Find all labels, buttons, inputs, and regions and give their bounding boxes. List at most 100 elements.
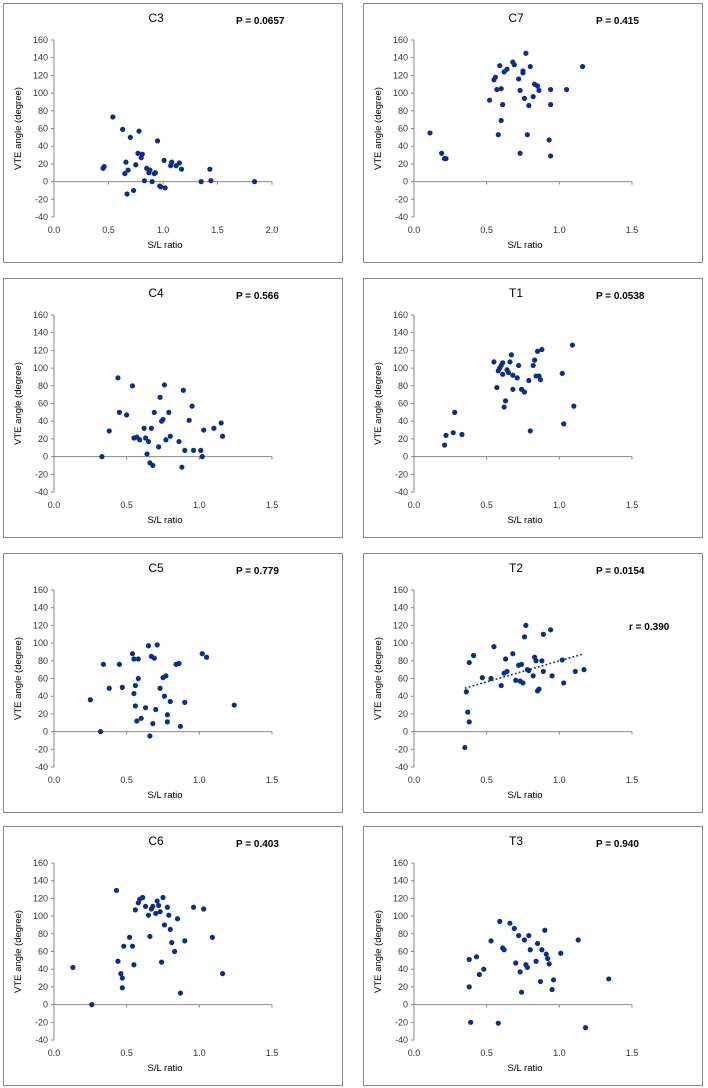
y-tick-label: 160 [393,35,408,45]
data-point [497,63,503,69]
x-tick-label: 0.0 [48,1048,61,1058]
y-tick-label: 40 [38,691,48,701]
data-point [148,425,154,431]
x-tick-label: 1.5 [266,1048,279,1058]
y-tick-label: 140 [393,328,408,338]
x-tick-label: 1.0 [553,225,566,235]
data-point [523,622,529,628]
data-point [149,179,155,185]
data-point [231,702,237,708]
data-point [164,904,170,910]
scatter-plot: C7 P = 0.415 -40 -20 0 20 40 60 80 100 120 140 160 0.… [373,11,639,251]
y-tick-label: 60 [38,674,48,684]
data-point [491,644,497,650]
y-tick-label: 80 [398,106,408,116]
data-point [517,150,523,156]
data-point [521,389,528,395]
data-point [174,916,181,922]
data-point [526,932,532,939]
data-point [136,128,142,134]
data-point [115,375,121,381]
data-point [201,906,207,912]
y-tick-label: 100 [393,638,408,648]
y-tick-label: -40 [35,762,48,772]
data-point [507,920,513,926]
data-point [518,661,525,667]
p-value-label: P = 0.0538 [596,291,645,302]
data-point [70,964,76,971]
data-point [167,433,173,439]
p-value-label: P = 0.415 [596,16,639,27]
data-point [154,642,160,648]
data-point [517,87,523,94]
y-tick-label: -40 [35,212,48,222]
data-point [132,682,138,689]
data-point [542,927,548,933]
x-tick-label: 1.0 [193,775,206,785]
data-point [558,950,564,956]
y-tick-label: 100 [393,363,408,373]
data-point [153,910,159,917]
data-point [190,447,197,454]
data-point [540,668,546,675]
x-tick-label: 0.0 [408,225,421,235]
data-point [145,912,152,918]
y-tick-label: 160 [33,310,48,320]
data-point [150,721,156,727]
x-axis-label: S/L ratio [147,240,182,251]
y-tick-label: 80 [38,106,48,116]
data-point [129,651,136,657]
y-tick-label: 140 [33,328,48,338]
data-point [524,132,530,138]
data-point [439,150,445,156]
data-point [161,922,168,928]
y-tick-label: 140 [33,53,48,63]
data-point [548,627,554,633]
y-tick-label: 60 [398,399,408,409]
y-tick-label: 0 [43,452,48,462]
x-tick-label: 1.5 [211,225,224,235]
x-tick-label: 0.0 [48,500,61,510]
data-point [530,94,536,100]
data-point [137,437,143,443]
data-point [141,425,147,431]
y-axis-label: VTE angle (degree) [373,362,384,445]
data-point [151,409,157,415]
data-point [508,352,514,358]
data-point [501,947,507,953]
data-point [494,384,500,391]
data-point [539,658,545,664]
data-point [131,690,137,697]
data-point [162,185,168,191]
y-tick-label: -40 [35,487,48,497]
data-point [156,902,162,909]
chart-title: C3 [148,11,164,25]
p-value-label: P = 0.403 [236,839,279,850]
y-tick-label: 20 [398,159,408,169]
y-tick-label: -40 [395,487,408,497]
data-point [207,166,213,172]
data-point [129,943,136,949]
data-point [131,962,137,968]
y-tick-label: 0 [403,727,408,737]
data-point [198,447,204,454]
data-point [548,86,554,93]
data-point [164,712,170,718]
y-tick-label: 20 [38,982,48,992]
y-tick-label: 60 [38,399,48,409]
data-point [470,652,477,659]
data-point [521,634,528,640]
data-point [498,117,504,124]
data-point [520,68,526,74]
x-tick-label: 1.5 [266,775,279,785]
data-point [510,651,516,657]
chart-panel-t2: T2 P = 0.0154 -40 -20 0 20 40 60 80 100 120 140 160 0… [363,553,703,813]
data-point [510,386,516,392]
data-point [498,86,504,92]
y-tick-label: -40 [35,1035,48,1045]
chart-title: C6 [148,834,164,848]
x-tick-label: 0.0 [408,1048,421,1058]
data-point [158,184,164,190]
data-point [534,940,541,947]
y-tick-label: 100 [393,88,408,98]
